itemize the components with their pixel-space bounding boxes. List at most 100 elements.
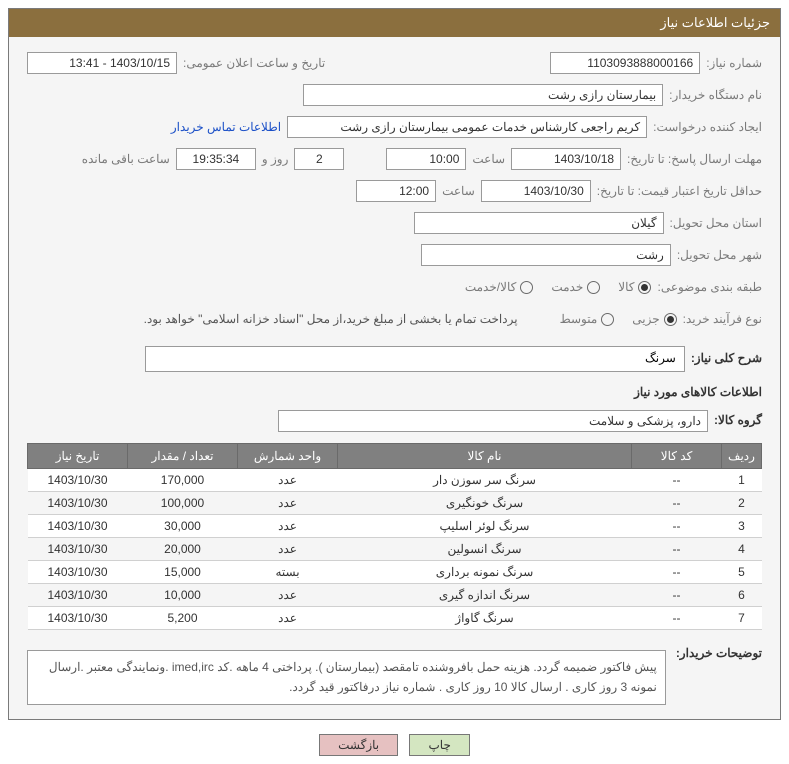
overview-label: شرح کلی نیاز:: [691, 351, 762, 365]
buyer-notes: پیش فاکتور ضمیمه گردد. هزینه حمل بافروشن…: [27, 650, 666, 705]
purchase-type-radio-group: جزیی متوسط: [560, 312, 677, 326]
purchase-type-label: نوع فرآیند خرید:: [683, 312, 762, 326]
cell-unit: عدد: [238, 492, 338, 515]
cell-idx: 6: [722, 584, 762, 607]
radio-service[interactable]: [587, 281, 600, 294]
category-label: طبقه بندی موضوعی:: [657, 280, 762, 294]
cell-unit: بسته: [238, 561, 338, 584]
cell-idx: 5: [722, 561, 762, 584]
buyer-contact-link[interactable]: اطلاعات تماس خریدار: [171, 120, 281, 134]
cell-name: سرنگ سر سوزن دار: [338, 469, 632, 492]
radio-medium-label: متوسط: [560, 312, 598, 326]
announce-datetime-field: 1403/10/15 - 13:41: [27, 52, 177, 74]
table-row: 5--سرنگ نمونه برداریبسته15,0001403/10/30: [28, 561, 762, 584]
deadline-time-field: 10:00: [386, 148, 466, 170]
province-field: گیلان: [414, 212, 664, 234]
need-no-field: 1103093888000166: [550, 52, 700, 74]
cell-code: --: [632, 492, 722, 515]
deadline-date-field: 1403/10/18: [511, 148, 621, 170]
cell-date: 1403/10/30: [28, 515, 128, 538]
table-row: 4--سرنگ انسولینعدد20,0001403/10/30: [28, 538, 762, 561]
back-button[interactable]: بازگشت: [319, 734, 398, 756]
radio-goods[interactable]: [638, 281, 651, 294]
time-remaining-field: 19:35:34: [176, 148, 256, 170]
category-radio-group: کالا خدمت کالا/خدمت: [465, 280, 652, 294]
cell-date: 1403/10/30: [28, 538, 128, 561]
radio-both[interactable]: [520, 281, 533, 294]
cell-qty: 30,000: [128, 515, 238, 538]
hour-label-1: ساعت: [472, 152, 505, 166]
cell-unit: عدد: [238, 469, 338, 492]
cell-name: سرنگ انسولین: [338, 538, 632, 561]
cell-code: --: [632, 584, 722, 607]
table-row: 2--سرنگ خونگیریعدد100,0001403/10/30: [28, 492, 762, 515]
cell-qty: 20,000: [128, 538, 238, 561]
cell-idx: 3: [722, 515, 762, 538]
table-row: 1--سرنگ سر سوزن دارعدد170,0001403/10/30: [28, 469, 762, 492]
cell-code: --: [632, 469, 722, 492]
cell-qty: 15,000: [128, 561, 238, 584]
details-panel: جزئیات اطلاعات نیاز شماره نیاز: 11030938…: [8, 8, 781, 720]
overview-field: سرنگ: [145, 346, 685, 372]
radio-both-label: کالا/خدمت: [465, 280, 516, 294]
radio-small[interactable]: [664, 313, 677, 326]
time-remaining-label: ساعت باقی مانده: [82, 152, 170, 166]
announce-datetime-label: تاریخ و ساعت اعلان عمومی:: [183, 56, 325, 70]
validity-date-field: 1403/10/30: [481, 180, 591, 202]
radio-goods-label: کالا: [618, 280, 634, 294]
th-unit: واحد شمارش: [238, 444, 338, 469]
province-label: استان محل تحویل:: [670, 216, 762, 230]
cell-name: سرنگ نمونه برداری: [338, 561, 632, 584]
radio-service-label: خدمت: [551, 280, 583, 294]
requester-field: کریم راجعی کارشناس خدمات عمومی بیمارستان…: [287, 116, 647, 138]
purchase-note: پرداخت تمام یا بخشی از مبلغ خرید،از محل …: [144, 312, 518, 326]
cell-code: --: [632, 538, 722, 561]
cell-date: 1403/10/30: [28, 492, 128, 515]
print-button[interactable]: چاپ: [409, 734, 469, 756]
th-qty: تعداد / مقدار: [128, 444, 238, 469]
th-date: تاریخ نیاز: [28, 444, 128, 469]
cell-name: سرنگ گاواژ: [338, 607, 632, 630]
goods-group-label: گروه کالا:: [714, 413, 762, 427]
hour-label-2: ساعت: [442, 184, 475, 198]
cell-idx: 2: [722, 492, 762, 515]
city-field: رشت: [421, 244, 671, 266]
th-name: نام کالا: [338, 444, 632, 469]
cell-date: 1403/10/30: [28, 607, 128, 630]
buyer-org-field: بیمارستان رازی رشت: [303, 84, 663, 106]
cell-code: --: [632, 607, 722, 630]
deadline-label: مهلت ارسال پاسخ: تا تاریخ:: [627, 152, 762, 166]
cell-name: سرنگ خونگیری: [338, 492, 632, 515]
days-and-label: روز و: [262, 152, 289, 166]
goods-group-field: دارو، پزشکی و سلامت: [278, 410, 708, 432]
cell-idx: 1: [722, 469, 762, 492]
need-no-label: شماره نیاز:: [706, 56, 762, 70]
validity-label: حداقل تاریخ اعتبار قیمت: تا تاریخ:: [597, 184, 762, 198]
panel-title: جزئیات اطلاعات نیاز: [9, 9, 780, 37]
cell-idx: 7: [722, 607, 762, 630]
table-row: 7--سرنگ گاواژعدد5,2001403/10/30: [28, 607, 762, 630]
table-row: 6--سرنگ اندازه گیریعدد10,0001403/10/30: [28, 584, 762, 607]
cell-unit: عدد: [238, 607, 338, 630]
cell-qty: 10,000: [128, 584, 238, 607]
validity-time-field: 12:00: [356, 180, 436, 202]
cell-date: 1403/10/30: [28, 561, 128, 584]
days-remaining-field: 2: [294, 148, 344, 170]
cell-unit: عدد: [238, 584, 338, 607]
table-row: 3--سرنگ لوئر اسلیپعدد30,0001403/10/30: [28, 515, 762, 538]
cell-idx: 4: [722, 538, 762, 561]
notes-label: توضیحات خریدار:: [676, 646, 762, 660]
items-section-title: اطلاعات کالاهای مورد نیاز: [27, 385, 762, 399]
requester-label: ایجاد کننده درخواست:: [653, 120, 762, 134]
cell-qty: 170,000: [128, 469, 238, 492]
items-table: ردیف کد کالا نام کالا واحد شمارش تعداد /…: [27, 443, 762, 630]
cell-date: 1403/10/30: [28, 469, 128, 492]
buyer-org-label: نام دستگاه خریدار:: [669, 88, 762, 102]
cell-code: --: [632, 561, 722, 584]
radio-medium[interactable]: [601, 313, 614, 326]
cell-name: سرنگ لوئر اسلیپ: [338, 515, 632, 538]
cell-name: سرنگ اندازه گیری: [338, 584, 632, 607]
city-label: شهر محل تحویل:: [677, 248, 762, 262]
th-code: کد کالا: [632, 444, 722, 469]
cell-qty: 5,200: [128, 607, 238, 630]
